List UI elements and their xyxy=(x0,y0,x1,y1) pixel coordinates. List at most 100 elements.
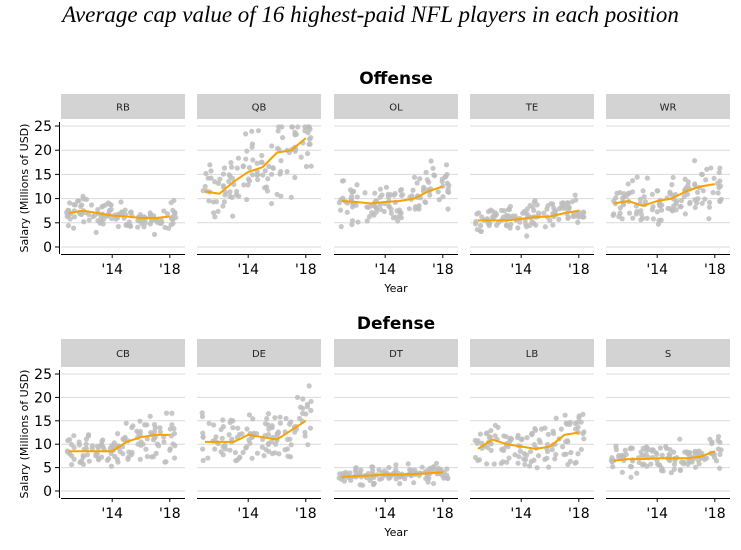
data-point xyxy=(444,180,450,186)
facet-strip xyxy=(334,94,458,119)
data-point xyxy=(364,204,370,210)
data-point xyxy=(137,456,143,462)
data-point xyxy=(210,422,217,428)
panel-de: DE '14 '18 xyxy=(197,339,321,522)
facet-strip xyxy=(606,94,730,119)
data-point xyxy=(199,410,205,416)
x-tick-label: '18 xyxy=(568,506,590,522)
data-point xyxy=(682,449,688,455)
data-point xyxy=(581,436,587,442)
data-point xyxy=(650,216,657,222)
data-point xyxy=(307,141,313,147)
data-point xyxy=(255,128,261,134)
panel-rb: RB '14 '18 xyxy=(61,94,185,278)
data-point xyxy=(436,197,442,203)
data-point xyxy=(687,449,693,456)
data-point xyxy=(580,411,586,417)
data-point xyxy=(644,215,650,221)
data-point xyxy=(687,459,693,465)
data-point xyxy=(150,454,157,460)
data-point xyxy=(483,430,489,437)
data-point xyxy=(219,435,225,441)
data-point xyxy=(423,475,429,482)
data-point xyxy=(125,222,131,228)
data-point xyxy=(206,198,212,204)
data-point xyxy=(619,216,625,222)
data-point xyxy=(298,154,304,160)
row-title-1: Defense xyxy=(357,314,435,334)
data-point xyxy=(161,208,167,214)
data-point xyxy=(235,155,242,161)
data-point xyxy=(95,457,102,463)
data-point xyxy=(65,437,71,444)
data-point xyxy=(205,175,211,181)
data-point xyxy=(200,430,206,436)
data-point xyxy=(506,455,512,461)
data-point xyxy=(268,200,275,207)
data-point xyxy=(302,124,308,130)
data-point xyxy=(292,148,298,154)
data-point xyxy=(377,186,384,192)
data-point xyxy=(157,429,163,435)
data-point xyxy=(492,433,498,439)
data-point xyxy=(244,148,250,154)
data-point xyxy=(254,450,261,456)
data-point xyxy=(717,198,723,204)
data-point xyxy=(306,124,312,130)
x-tick-label: '14 xyxy=(374,506,396,522)
data-point xyxy=(630,215,636,221)
data-point xyxy=(292,429,298,435)
data-point xyxy=(108,202,114,208)
data-point xyxy=(228,159,234,166)
data-point xyxy=(648,461,654,467)
data-point xyxy=(682,211,688,217)
data-point xyxy=(283,415,289,422)
data-point xyxy=(474,440,481,446)
data-point xyxy=(498,460,504,467)
data-point xyxy=(678,198,685,204)
data-point xyxy=(658,467,665,474)
data-point xyxy=(640,445,646,451)
data-point xyxy=(552,456,558,462)
panel-ol: OL '14 '18 xyxy=(334,94,458,278)
data-point xyxy=(240,449,246,456)
data-point xyxy=(444,466,450,472)
data-point xyxy=(565,214,572,220)
data-point xyxy=(564,437,570,444)
data-point xyxy=(157,425,163,431)
data-point xyxy=(244,196,250,203)
data-point xyxy=(227,419,233,426)
data-point xyxy=(650,203,656,210)
data-point xyxy=(709,439,715,445)
data-point xyxy=(75,198,81,204)
data-point xyxy=(435,189,441,195)
data-point xyxy=(154,441,160,447)
data-point xyxy=(68,441,75,448)
data-point xyxy=(208,168,214,174)
x-axis-label-0: Year xyxy=(383,282,408,295)
y-tick-label: 10 xyxy=(34,437,52,453)
data-point xyxy=(200,434,206,440)
data-point xyxy=(433,460,440,466)
data-point xyxy=(106,207,113,214)
data-point xyxy=(357,482,363,488)
data-point xyxy=(205,455,211,461)
data-point xyxy=(71,456,77,462)
data-point xyxy=(115,223,121,230)
data-point xyxy=(265,411,272,417)
x-tick-label: '18 xyxy=(704,262,726,278)
data-point xyxy=(307,425,314,431)
data-point xyxy=(411,174,418,180)
data-point xyxy=(349,218,356,224)
data-point xyxy=(655,188,661,194)
data-point xyxy=(284,169,290,175)
data-point xyxy=(487,434,493,440)
data-point xyxy=(562,412,568,418)
panel-dt: DT '14 '18 xyxy=(334,339,458,522)
data-point xyxy=(123,420,129,426)
data-point xyxy=(229,164,235,170)
data-point xyxy=(128,209,134,215)
y-tick-label: 25 xyxy=(34,119,52,135)
data-point xyxy=(81,219,87,225)
data-point xyxy=(556,216,562,222)
